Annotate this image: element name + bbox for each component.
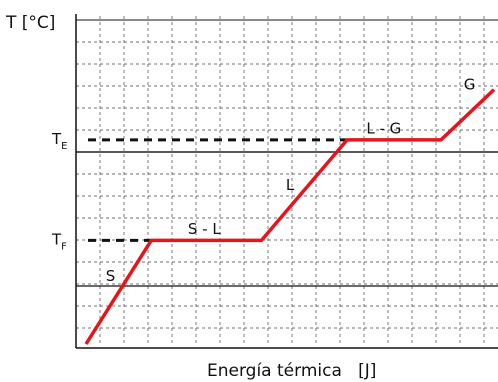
heating-curve: [84, 88, 496, 345]
x-axis-label: Energía térmica [J]: [207, 361, 376, 381]
grid: [76, 16, 498, 346]
segment-labels: S S - L L L - G G: [106, 76, 476, 286]
y-axis-label: T [°C]: [5, 13, 55, 33]
segment-label: S - L: [188, 220, 221, 238]
y-tick-label: TF: [51, 230, 67, 252]
y-tick-subscript: F: [61, 241, 67, 252]
y-tick-subscript: E: [61, 141, 67, 152]
y-tick-labels: TE TF: [51, 130, 68, 252]
segment-label: G: [464, 76, 476, 94]
axes: [75, 14, 498, 349]
y-tick-label: TE: [51, 130, 68, 152]
segment-label: L - G: [366, 120, 401, 138]
dashed-guides: [88, 138, 348, 242]
segment-label: S: [106, 267, 116, 285]
segment-label: L: [286, 176, 295, 194]
